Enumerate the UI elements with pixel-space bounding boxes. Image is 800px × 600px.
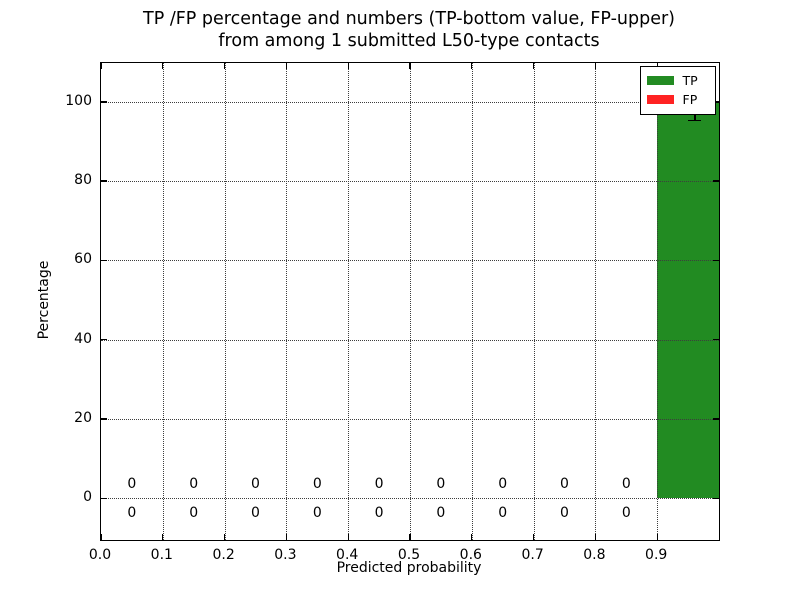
x-tick-label-0.8: 0.8	[583, 547, 606, 563]
y-axis-label: Percentage	[36, 260, 52, 340]
chart-title-line1: TP /FP percentage and numbers (TP-bottom…	[143, 9, 675, 29]
y-tick-label-0: 0	[83, 489, 92, 506]
y-tickmark-left	[101, 259, 107, 262]
gridline-x-0.2	[224, 63, 226, 540]
x-tickmark-bottom	[594, 534, 597, 540]
y-tickmark-right	[713, 418, 719, 420]
y-tickmark-left	[101, 418, 107, 420]
error-bar-cap-lower	[688, 119, 702, 122]
x-tickmark-top	[100, 63, 102, 69]
y-tick-label-60: 60	[74, 251, 92, 268]
annotation-fp-2: 0	[251, 476, 260, 493]
gridline-x-0.7	[533, 63, 535, 540]
legend-entry-tp: TP	[646, 71, 709, 90]
x-tick-label-0.4: 0.4	[336, 547, 359, 563]
x-tickmark-top	[594, 63, 597, 69]
x-tickmark-top	[409, 63, 411, 69]
annotation-tp-7: 0	[560, 504, 569, 521]
legend-swatch-tp	[646, 76, 674, 85]
x-tickmark-bottom	[532, 534, 535, 540]
x-tick-label-0.6: 0.6	[459, 547, 482, 563]
x-axis-label: Predicted probability	[336, 560, 482, 576]
annotation-tp-2: 0	[251, 504, 260, 521]
legend-label-tp: TP	[682, 73, 698, 88]
legend-entry-fp: FP	[646, 90, 709, 109]
legend-label-fp: FP	[682, 92, 698, 107]
gridline-x-0.6	[471, 63, 473, 540]
y-tick-label-80: 80	[74, 172, 92, 189]
y-tick-label-100: 100	[65, 92, 92, 109]
gridline-x-0.1	[162, 63, 164, 540]
x-tickmark-top	[347, 63, 349, 69]
y-tickmark-left	[101, 339, 107, 341]
x-tick-label-0.3: 0.3	[274, 547, 297, 563]
chart-title-line2: from among 1 submitted L50-type contacts	[218, 31, 600, 51]
x-tickmark-bottom	[223, 534, 226, 540]
annotation-tp-4: 0	[374, 504, 384, 521]
annotation-tp-1: 0	[189, 504, 199, 521]
annotation-tp-3: 0	[312, 504, 322, 521]
gridline-x-0.5	[410, 63, 411, 540]
annotation-fp-5: 0	[436, 476, 446, 493]
x-tick-label-0.1: 0.1	[150, 547, 173, 563]
gridline-x-0.8	[595, 63, 597, 540]
x-tickmark-bottom	[409, 534, 411, 540]
y-tickmark-right	[713, 180, 719, 182]
annotation-fp-1: 0	[189, 476, 199, 493]
x-tickmark-bottom	[471, 534, 473, 540]
annotation-tp-6: 0	[498, 504, 508, 521]
x-tick-label-0: 0.0	[88, 547, 112, 563]
x-tickmark-top	[223, 63, 226, 69]
x-tickmark-top	[162, 63, 164, 69]
x-tickmark-top	[471, 63, 473, 69]
x-tickmark-top	[285, 63, 288, 69]
x-tick-label-0.2: 0.2	[212, 547, 235, 563]
annotation-fp-0: 0	[127, 476, 137, 493]
legend: TP FP	[639, 66, 716, 115]
y-tickmark-right	[713, 339, 719, 341]
y-tickmark-right	[713, 497, 719, 500]
annotation-tp-8: 0	[621, 504, 631, 521]
plot-area: TP FP 0 0 0 0 0 0 0 0 0 0 0 0 0 0 0 0 0 0	[100, 62, 720, 541]
x-tickmark-bottom	[285, 534, 288, 540]
x-tick-label-0.9: 0.9	[645, 547, 668, 563]
gridline-x-0.4	[348, 63, 350, 540]
annotation-fp-7: 0	[560, 476, 569, 493]
x-tick-label-0.5: 0.5	[397, 547, 421, 563]
y-tickmark-left	[101, 180, 107, 182]
y-tickmark-left	[101, 101, 107, 103]
chart-title: TP /FP percentage and numbers (TP-bottom…	[100, 8, 718, 52]
y-tick-label-20: 20	[74, 410, 92, 427]
x-tickmark-bottom	[347, 534, 349, 540]
y-tickmark-right	[713, 259, 719, 262]
annotation-fp-8: 0	[621, 476, 631, 493]
x-tickmark-top	[532, 63, 535, 69]
x-tickmark-bottom	[656, 534, 658, 540]
x-tick-label-0.7: 0.7	[521, 547, 544, 563]
annotation-fp-6: 0	[498, 476, 508, 493]
y-tick-label-40: 40	[74, 330, 92, 347]
x-tickmark-bottom	[100, 534, 102, 540]
bar-tp-bin9	[657, 101, 719, 499]
annotation-tp-5: 0	[436, 504, 446, 521]
gridline-x-0.3	[286, 63, 288, 540]
gridline-x-0.9	[657, 63, 659, 540]
annotation-fp-3: 0	[312, 476, 322, 493]
annotation-tp-0: 0	[127, 504, 137, 521]
annotation-fp-4: 0	[374, 476, 384, 493]
y-tickmark-left	[101, 497, 107, 500]
x-tickmark-bottom	[162, 534, 164, 540]
y-tickmark-right	[713, 101, 719, 103]
legend-swatch-fp	[646, 95, 674, 104]
